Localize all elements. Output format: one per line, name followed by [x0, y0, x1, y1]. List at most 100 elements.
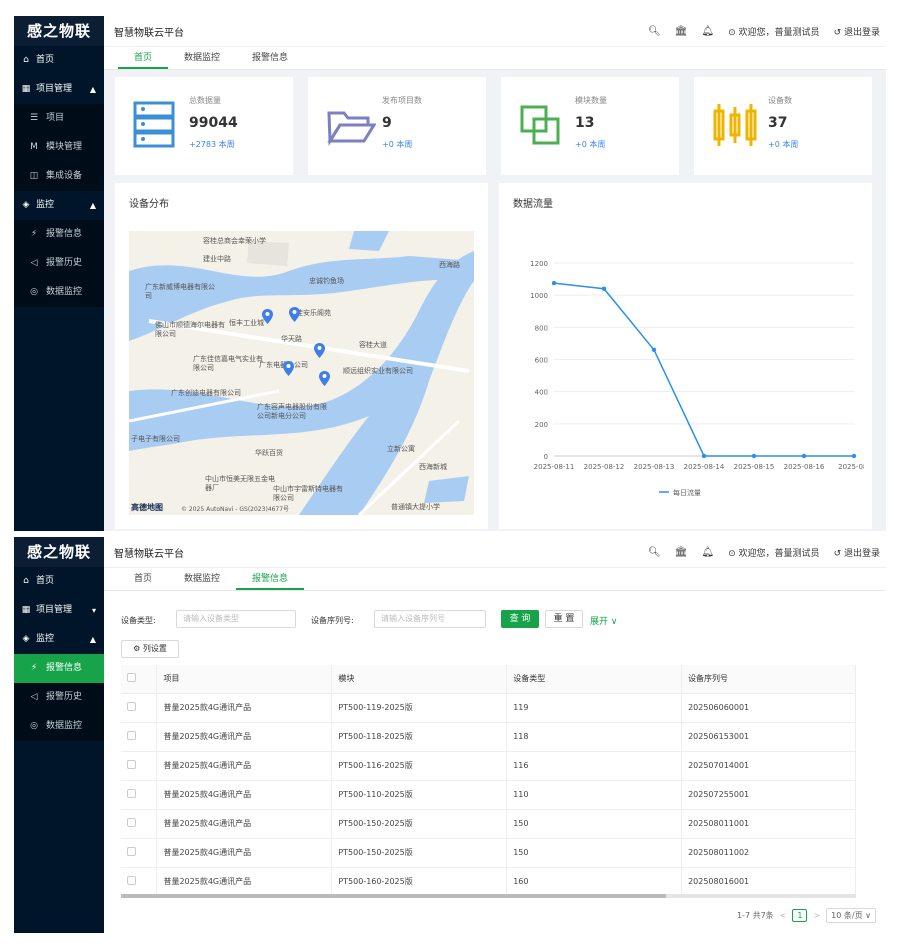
tab-1[interactable]: 数据监控 [184, 574, 221, 584]
table-row[interactable]: 普量2025款4G通讯产品 PT500-119-2025版 119 202506060… [121, 693, 856, 723]
horizontal-scrollbar[interactable] [121, 894, 856, 898]
sidebar-item[interactable]: ◈ 监控 ▲ [14, 191, 104, 220]
stat-card: 总数据量 99044 +2783 本周 [115, 77, 293, 175]
table-row[interactable]: 普量2025款4G通讯产品 PT500-118-2025版 118 202506153… [121, 722, 856, 752]
menu-icon: ◁ [30, 692, 38, 702]
sidebar-item[interactable]: ⚡ 报警信息 [14, 220, 104, 249]
checkbox[interactable] [127, 876, 136, 885]
data-point [751, 453, 757, 459]
chevron-icon: ▾ [91, 606, 96, 615]
checkbox[interactable] [127, 789, 136, 798]
checkbox[interactable] [127, 731, 136, 740]
query-button[interactable]: 查 询 [501, 610, 539, 628]
tab-0[interactable]: 首页 [134, 574, 153, 584]
device-map[interactable]: 容桂总商会幸荣小学 建业中路 广东新威博电器有限公司 忠诚钓鱼场 容桂安乐阁苑 恒丰工业城… [129, 231, 474, 515]
next-page-icon[interactable]: > [813, 911, 821, 920]
welcome-user[interactable]: ⊙ 欢迎您，普量测试员 [728, 548, 820, 559]
tab-2[interactable]: 报警信息 [252, 53, 289, 63]
data-point [601, 286, 607, 291]
sidebar-item[interactable]: ▦ 项目管理 ▲ [14, 75, 104, 104]
pagination-summary: 1-7 共7条 [736, 911, 774, 920]
chevron-icon: ▲ [89, 635, 96, 644]
logout-button[interactable]: ↺ 退出登录 [833, 548, 880, 559]
reset-button[interactable]: 重 置 [545, 610, 583, 628]
bank-icon[interactable]: 🏛︎ [674, 25, 688, 37]
device-distribution-card: 设备分布 容桂总商会幸荣小学 建业中路 广东新威博电器有限公司 忠诚钓鱼场 容桂安乐阁苑… [115, 183, 488, 529]
sidebar-item[interactable]: M 模块管理 [14, 133, 104, 162]
chevron-icon: ▲ [89, 201, 96, 210]
map-pin-icon[interactable] [314, 343, 325, 358]
table-row[interactable]: 普量2025款4G通讯产品 PT500-150-2025版 150 202508011… [121, 809, 856, 839]
row-checkbox-cell[interactable] [121, 693, 158, 723]
tab-0[interactable]: 首页 [118, 47, 169, 69]
sidebar-item[interactable]: ⚡ 报警信息 [14, 654, 104, 683]
bell-icon[interactable]: 🔔︎ [701, 546, 715, 558]
sidebar-item[interactable]: ◎ 数据监控 [14, 712, 104, 741]
device-type-input[interactable]: 请输入设备类型 [176, 610, 296, 628]
stat-card: 模块数量 13 +0 本周 [501, 77, 679, 175]
sidebar-item[interactable]: ◈ 监控 ▲ [14, 625, 104, 654]
page-size-select[interactable]: 10 条/页 ∨ [826, 908, 876, 923]
checkbox[interactable] [127, 760, 136, 769]
column-settings-button[interactable]: ⚙ 列设置 [121, 640, 179, 658]
stat-label: 总数据量 [189, 96, 221, 105]
platform-title: 智慧物联云平台 [114, 548, 184, 560]
table-row[interactable]: 普量2025款4G通讯产品 PT500-116-2025版 116 202507014… [121, 751, 856, 781]
menu-icon: ⚡ [30, 229, 38, 239]
header-checkbox-cell[interactable] [121, 665, 158, 694]
map-pin-icon[interactable] [262, 309, 273, 324]
sidebar-item[interactable]: ◫ 集成设备 [14, 162, 104, 191]
map-label: 华跃百货 [255, 449, 283, 457]
sidebar-item[interactable]: ◁ 报警历史 [14, 249, 104, 278]
row-checkbox-cell[interactable] [121, 722, 158, 752]
bank-icon[interactable]: 🏛︎ [674, 546, 688, 558]
column-header: 项目 [156, 665, 333, 694]
map-label: 忠诚钓鱼场 [309, 277, 344, 285]
sidebar-item[interactable]: ▦ 项目管理 ▾ [14, 596, 104, 625]
device-serial-input[interactable]: 请输入设备序列号 [374, 610, 486, 628]
sidebar-item[interactable]: ◁ 报警历史 [14, 683, 104, 712]
row-checkbox-cell[interactable] [121, 838, 158, 868]
map-pin-icon[interactable] [283, 361, 294, 376]
welcome-user[interactable]: ⊙ 欢迎您，普量测试员 [728, 27, 820, 38]
row-checkbox-cell[interactable] [121, 809, 158, 839]
map-pin-icon[interactable] [319, 371, 330, 386]
sidebar-item[interactable]: ⌂ 首页 [14, 567, 104, 596]
logout-icon: ↺ [833, 27, 842, 38]
table-row[interactable]: 普量2025款4G通讯产品 PT500-160-2025版 160 202508016… [121, 867, 856, 897]
tab-1[interactable]: 数据监控 [184, 53, 221, 63]
table-row[interactable]: 普量2025款4G通讯产品 PT500-150-2025版 150 202508011… [121, 838, 856, 868]
stat-label: 模块数量 [575, 96, 607, 105]
top-header: 智慧物联云平台 🔍︎ 🏛︎ 🔔︎ ⊙ 欢迎您，普量测试员 ↺ 退出登录 [104, 16, 886, 46]
sidebar-item[interactable]: ◎ 数据监控 [14, 278, 104, 307]
stat-label: 设备数 [768, 96, 792, 105]
map-label: 中山市宇雷斯特电器有限公司 [273, 485, 343, 502]
table-row[interactable]: 普量2025款4G通讯产品 PT500-110-2025版 110 202507255… [121, 780, 856, 810]
x-tick-label: 2025-08-12 [584, 463, 625, 471]
series-line [553, 282, 854, 457]
row-checkbox-cell[interactable] [121, 751, 158, 781]
checkbox[interactable] [127, 702, 136, 711]
row-checkbox-cell[interactable] [121, 780, 158, 810]
search-icon[interactable]: 🔍︎ [648, 25, 661, 37]
menu-icon: ◎ [30, 287, 38, 297]
checkbox[interactable] [127, 847, 136, 856]
card-title: 数据流量 [513, 199, 553, 210]
page-1[interactable]: 1 [792, 909, 808, 922]
prev-page-icon[interactable]: < [779, 911, 787, 920]
expand-toggle[interactable]: 展开 ∨ [590, 617, 618, 627]
checkbox[interactable] [127, 818, 136, 827]
sidebar-item[interactable]: ☰ 项目 [14, 104, 104, 133]
map-pin-icon[interactable] [289, 307, 300, 322]
bell-icon[interactable]: 🔔︎ [701, 25, 715, 37]
menu-icon: ⌂ [23, 55, 29, 65]
y-tick-label: 1000 [530, 292, 548, 300]
search-icon[interactable]: 🔍︎ [648, 546, 661, 558]
checkbox[interactable] [127, 673, 136, 683]
sidebar-item[interactable]: ⌂ 首页 [14, 46, 104, 75]
tab-2[interactable]: 报警信息 [236, 568, 305, 590]
top-header: 智慧物联云平台 🔍︎ 🏛︎ 🔔︎ ⊙ 欢迎您，普量测试员 ↺ 退出登录 [104, 537, 886, 567]
brand-logo: 感之物联 [14, 537, 104, 567]
logout-button[interactable]: ↺ 退出登录 [833, 27, 880, 38]
row-checkbox-cell[interactable] [121, 867, 158, 897]
